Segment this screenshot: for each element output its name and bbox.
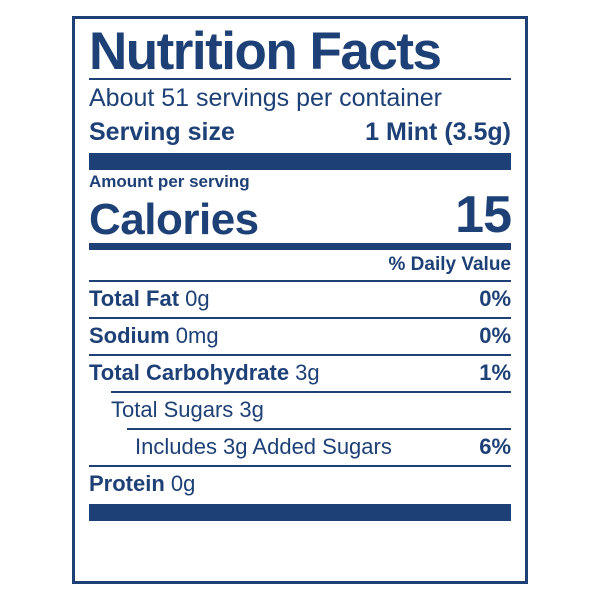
nutrition-facts-label: Nutrition Facts About 51 servings per co…	[72, 16, 528, 584]
serving-size-row: Serving size 1 Mint (3.5g)	[89, 116, 511, 153]
nutrient-amount: 3g	[289, 359, 320, 385]
amount-per-serving-label: Amount per serving	[89, 171, 250, 191]
nutrient-amount: 0mg	[169, 322, 219, 348]
nutrient-name: Total Sugars 3g	[111, 396, 264, 422]
nutrient-row: Total Carbohydrate 3g 1%	[89, 356, 511, 391]
nutrient-name: Sodium	[89, 322, 170, 348]
nutrient-name-amount: Total Fat 0g	[89, 286, 210, 312]
nutrient-name-amount: Total Sugars 3g	[111, 397, 264, 423]
nutrient-daily-value: 0%	[479, 285, 511, 311]
divider-thin	[89, 464, 511, 467]
divider-thin-indented	[127, 427, 511, 430]
nutrient-name: Total Carbohydrate	[89, 359, 290, 385]
divider-thin-indented	[111, 390, 511, 393]
nutrient-name-amount: Sodium 0mg	[89, 323, 219, 349]
nutrient-name: Includes 3g Added Sugars	[135, 433, 392, 459]
calories-row: Calories 15	[89, 186, 512, 245]
divider-thin	[89, 316, 511, 319]
servings-per-container: About 51 servings per container	[89, 84, 442, 112]
divider-medium-after-calories	[89, 242, 511, 250]
divider-thick-bottom	[89, 503, 511, 521]
calories-value: 15	[455, 186, 512, 245]
divider-thin	[89, 353, 511, 356]
nutrient-name: Protein	[89, 470, 165, 496]
nutrient-amount: 0g	[164, 470, 196, 496]
nutrient-row: Total Fat 0g 0%	[89, 282, 511, 317]
nutrient-daily-value: 0%	[479, 322, 511, 348]
serving-size-value: 1 Mint (3.5g)	[365, 117, 511, 146]
daily-value-header: % Daily Value	[388, 253, 511, 275]
nutrient-row: Total Sugars 3g	[89, 393, 511, 428]
divider-under-title	[89, 78, 511, 80]
serving-size-label: Serving size	[89, 117, 235, 146]
nutrient-name-amount: Includes 3g Added Sugars	[135, 434, 392, 460]
divider-thick-after-serving-size	[89, 152, 511, 170]
nutrient-amount: 0g	[179, 285, 210, 311]
nutrient-name-amount: Protein 0g	[89, 471, 195, 497]
nutrient-row: Sodium 0mg 0%	[89, 319, 511, 354]
nutrient-rows: Total Fat 0g 0% Sodium 0mg 0% Total Carbohyd…	[89, 279, 511, 502]
nutrient-daily-value: 6%	[479, 433, 511, 459]
nutrient-name-amount: Total Carbohydrate 3g	[89, 360, 320, 386]
nutrient-row: Protein 0g	[89, 467, 511, 502]
nutrient-daily-value: 1%	[479, 359, 511, 385]
divider-thin	[89, 279, 511, 282]
label-inner: Nutrition Facts About 51 servings per co…	[75, 25, 525, 587]
nutrient-name: Total Fat	[89, 285, 180, 311]
nutrient-row: Includes 3g Added Sugars 6%	[89, 430, 511, 465]
page-title: Nutrition Facts	[89, 22, 442, 81]
bottom-bar-wrap	[89, 502, 511, 521]
calories-label: Calories	[89, 194, 259, 244]
